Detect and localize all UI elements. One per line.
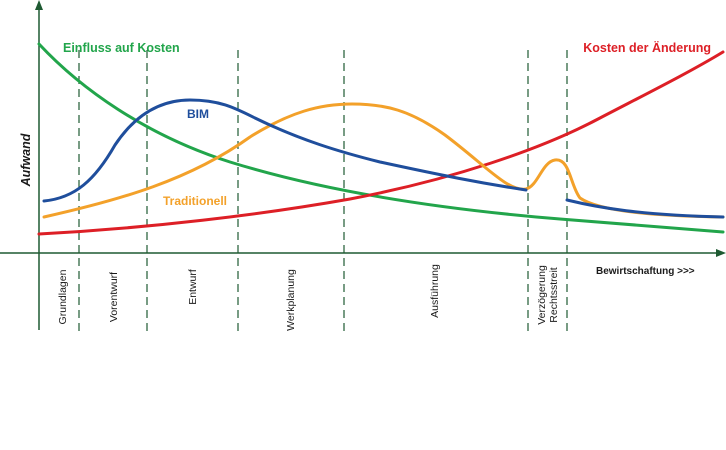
phase-label-vorentwurf: Vorentwurf (108, 272, 120, 322)
axes (0, 0, 726, 330)
curve-bim-continued (565, 198, 725, 219)
phase-label-rechtsstreit: Rechtsstreit (548, 267, 560, 323)
y-axis-arrow (35, 0, 43, 10)
phase-label-ausfuehrung: Ausführung (429, 264, 441, 318)
phase-label-werkplanung: Werkplanung (285, 269, 297, 331)
kosten-label: Kosten der Änderung (583, 40, 711, 55)
curve-kosten (37, 50, 725, 236)
phase-label-verzoegerung: Verzögerung (536, 265, 548, 325)
traditionell-label: Traditionell (163, 194, 227, 208)
phase-label-entwurf: Entwurf (187, 269, 199, 305)
curve-bim (42, 98, 528, 203)
curve-traditionell (42, 102, 725, 219)
x-axis-label: Bewirtschaftung >>> (596, 266, 695, 277)
phase-label-grundlagen: Grundlagen (57, 269, 69, 324)
y-axis-label: Aufwand (19, 133, 33, 187)
curve-einfluss (37, 42, 725, 234)
bim-label: BIM (187, 107, 209, 121)
curves (37, 42, 725, 236)
phase-labels: Grundlagen Vorentwurf Entwurf Werkplanun… (57, 264, 560, 331)
phase-separators (78, 50, 568, 332)
x-axis-arrow (716, 249, 726, 257)
einfluss-label: Einfluss auf Kosten (63, 41, 180, 55)
